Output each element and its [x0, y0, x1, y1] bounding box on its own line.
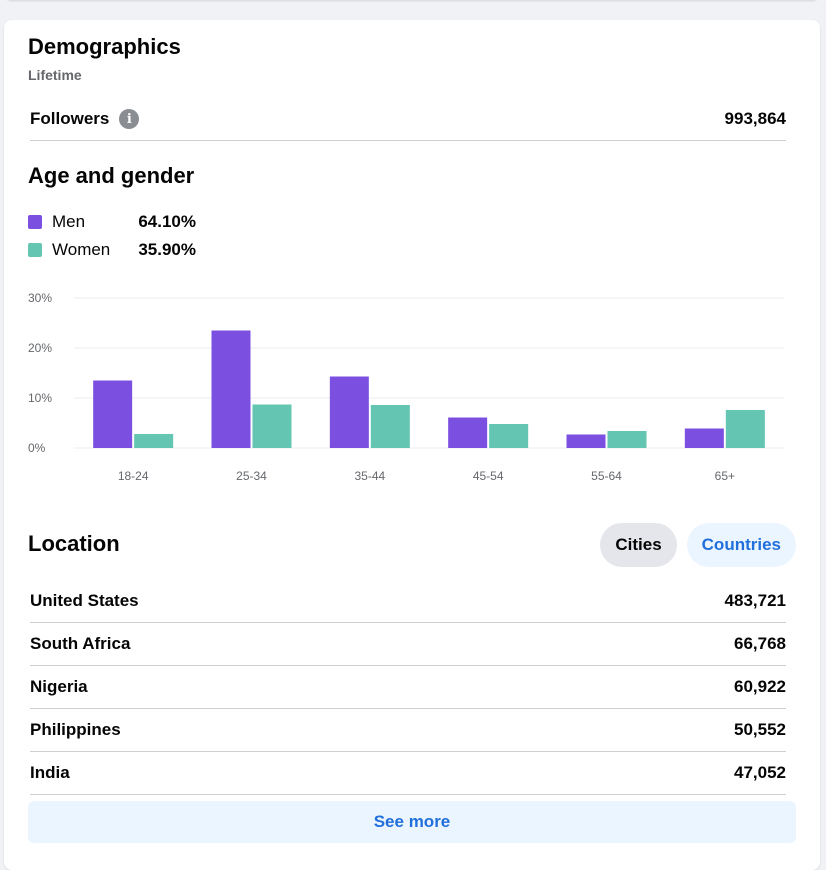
x-tick-label: 18-24 — [118, 469, 149, 483]
followers-label: Followers — [30, 109, 110, 128]
bar-women — [607, 431, 647, 448]
demographics-card: Demographics Lifetime Followers i 993,86… — [4, 20, 820, 870]
location-toggle: Cities Countries — [600, 523, 796, 567]
bar-women — [489, 424, 529, 448]
bar-men — [684, 428, 724, 448]
x-tick-label: 35-44 — [354, 469, 385, 483]
location-row: Nigeria 60,922 — [30, 666, 786, 709]
location-name: Nigeria — [30, 677, 88, 696]
y-tick-label: 0% — [28, 441, 46, 455]
bar-men — [329, 376, 369, 448]
location-row: United States 483,721 — [30, 580, 786, 623]
location-value: 483,721 — [724, 591, 786, 610]
legend-item-men: Men 64.10% — [28, 208, 196, 236]
location-name: United States — [30, 591, 139, 610]
demographics-title: Demographics — [28, 34, 181, 59]
bar-men — [448, 417, 488, 448]
y-tick-label: 10% — [28, 391, 52, 405]
location-row: India 47,052 — [30, 752, 786, 795]
y-tick-label: 30% — [28, 291, 52, 305]
x-tick-label: 55-64 — [591, 469, 622, 483]
legend-value-men: 64.10% — [138, 212, 196, 231]
see-more-button[interactable]: See more — [28, 801, 796, 843]
legend-label-women: Women — [52, 240, 111, 259]
location-name: Philippines — [30, 720, 121, 739]
bar-women — [725, 410, 765, 448]
followers-value: 993,864 — [724, 109, 786, 128]
age-gender-title: Age and gender — [28, 163, 195, 188]
legend-swatch-men — [28, 215, 42, 229]
legend-value-women: 35.90% — [138, 240, 196, 259]
bar-women — [370, 405, 410, 448]
x-tick-label: 45-54 — [473, 469, 504, 483]
countries-button[interactable]: Countries — [686, 523, 796, 567]
y-tick-label: 20% — [28, 341, 52, 355]
location-name: India — [30, 763, 70, 782]
location-value: 47,052 — [734, 763, 786, 782]
location-name: South Africa — [30, 634, 131, 653]
legend-label-men: Men — [52, 212, 86, 231]
demographics-subtitle: Lifetime — [28, 67, 82, 83]
bar-men — [211, 330, 251, 448]
location-value: 66,768 — [734, 634, 786, 653]
cities-button[interactable]: Cities — [600, 523, 677, 567]
x-tick-label: 25-34 — [236, 469, 267, 483]
bar-women — [252, 404, 292, 448]
chart-legend: Men 64.10% Women 35.90% — [28, 208, 196, 264]
bar-women — [134, 434, 174, 448]
location-value: 50,552 — [734, 720, 786, 739]
location-row: South Africa 66,768 — [30, 623, 786, 666]
bar-men — [566, 434, 606, 448]
location-title: Location — [28, 531, 120, 556]
age-gender-bar-chart: 0% 10% 20% 30% 18-24 25-34 35-44 45-54 55-64 65+ — [28, 291, 784, 483]
followers-row: Followers i 993,864 — [30, 98, 786, 141]
info-icon[interactable]: i — [119, 109, 140, 129]
location-row: Philippines 50,552 — [30, 709, 786, 752]
location-value: 60,922 — [734, 677, 786, 696]
bar-men — [93, 380, 133, 448]
legend-swatch-women — [28, 243, 42, 257]
x-tick-label: 65+ — [715, 469, 735, 483]
legend-item-women: Women 35.90% — [28, 236, 196, 264]
